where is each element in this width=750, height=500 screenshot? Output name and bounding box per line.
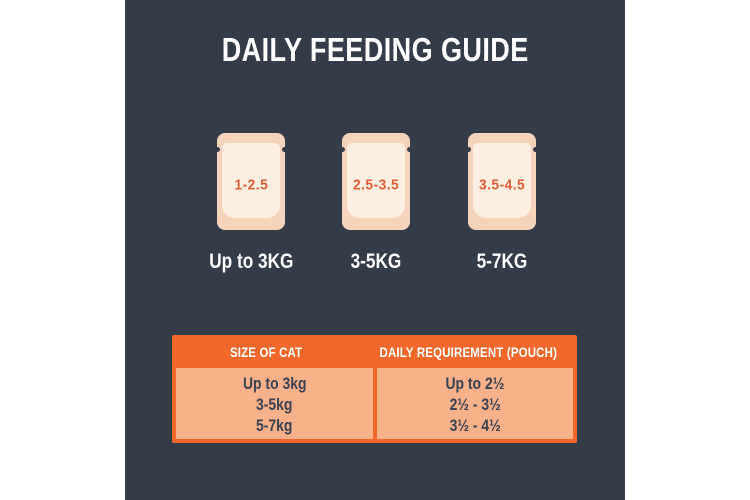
table-row: 5-7kg <box>176 415 373 436</box>
table-row: 3-5kg <box>176 394 373 415</box>
cat-weight-label: 5-7KG <box>432 250 572 274</box>
cat-weight-label: 3-5KG <box>306 250 446 274</box>
size-value: Up to 3kg <box>242 374 306 393</box>
cat-weight-label: Up to 3KG <box>181 250 321 274</box>
daily-requirement-cell: Up to 2½ 2½ - 3½ 3½ - 4½ <box>376 368 574 439</box>
food-pouch-icon: 3.5-4.5 <box>466 133 538 230</box>
tear-notch-icon <box>340 147 345 152</box>
pouch-amount-text: 2.5-3.5 <box>352 176 400 194</box>
feeding-table-body: Up to 3kg 3-5kg 5-7kg Up to 2½ 2½ - 3½ 3… <box>176 368 573 439</box>
pouch-inner-face <box>222 143 280 218</box>
tear-notch-icon <box>466 147 471 152</box>
table-row: 3½ - 4½ <box>377 415 574 436</box>
page-title-text: DAILY FEEDING GUIDE <box>221 31 529 68</box>
pouch-amount-text: 1-2.5 <box>234 176 268 194</box>
column-header-text: SIZE OF CAT <box>230 343 303 360</box>
feeding-guide-panel: DAILY FEEDING GUIDE 1-2.5 2.5-3.5 3.5-4.… <box>125 0 625 500</box>
tear-notch-icon <box>533 147 538 152</box>
page-title: DAILY FEEDING GUIDE <box>125 31 625 69</box>
food-pouch-icon: 2.5-3.5 <box>340 133 412 230</box>
pouch-inner-face <box>347 143 405 218</box>
table-row: 2½ - 3½ <box>377 394 574 415</box>
table-row: Up to 3kg <box>176 373 373 394</box>
size-value: 5-7kg <box>256 416 293 435</box>
feeding-table: SIZE OF CAT DAILY REQUIREMENT (POUCH) Up… <box>172 335 577 443</box>
tear-notch-icon <box>407 147 412 152</box>
tear-notch-icon <box>215 147 220 152</box>
pouch-amount-text: 3.5-4.5 <box>478 176 526 194</box>
pouch-amount: 1-2.5 <box>217 177 285 194</box>
feeding-table-header-row: SIZE OF CAT DAILY REQUIREMENT (POUCH) <box>172 335 577 368</box>
pouch-inner-face <box>473 143 531 218</box>
column-header-text: DAILY REQUIREMENT (POUCH) <box>379 343 558 360</box>
column-header-size-of-cat: SIZE OF CAT <box>172 344 360 360</box>
cat-weight-label-text: 3-5KG <box>350 250 402 273</box>
food-pouch-icon: 1-2.5 <box>215 133 287 230</box>
cat-weight-label-text: 5-7KG <box>476 250 528 273</box>
pouch-amount: 3.5-4.5 <box>468 177 536 194</box>
pouch-amount: 2.5-3.5 <box>342 177 410 194</box>
column-header-daily-requirement: DAILY REQUIREMENT (POUCH) <box>360 344 577 360</box>
requirement-value: 3½ - 4½ <box>449 416 501 435</box>
tear-notch-icon <box>282 147 287 152</box>
table-row: Up to 2½ <box>377 373 574 394</box>
size-of-cat-cell: Up to 3kg 3-5kg 5-7kg <box>176 368 373 439</box>
requirement-value: 2½ - 3½ <box>449 395 501 414</box>
requirement-value: Up to 2½ <box>445 374 505 393</box>
size-value: 3-5kg <box>256 395 293 414</box>
cat-weight-label-text: Up to 3KG <box>208 250 294 273</box>
